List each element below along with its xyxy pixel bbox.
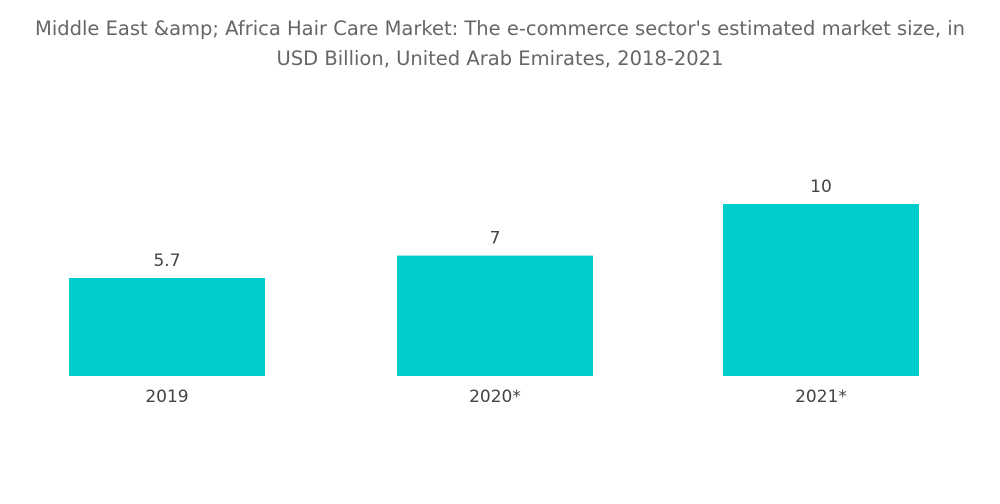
data-label-2021-est: 10 (810, 177, 832, 197)
data-label-2019: 5.7 (153, 251, 180, 271)
data-label-2020-est: 7 (490, 229, 501, 249)
x-tick-label-2021-est: 2021* (795, 387, 847, 407)
x-tick-label-2020-est: 2020* (469, 387, 521, 407)
chart-title: Middle East &amp; Africa Hair Care Marke… (0, 14, 1000, 74)
bar-2019 (69, 277, 265, 376)
chart-title-line-2: USD Billion, United Arab Emirates, 2018-… (276, 47, 724, 70)
bar-2021-est (723, 204, 919, 376)
chart-title-line-1: Middle East &amp; Africa Hair Care Marke… (35, 17, 965, 40)
bar-2020-est (397, 255, 593, 376)
x-tick-label-2019: 2019 (145, 387, 188, 407)
